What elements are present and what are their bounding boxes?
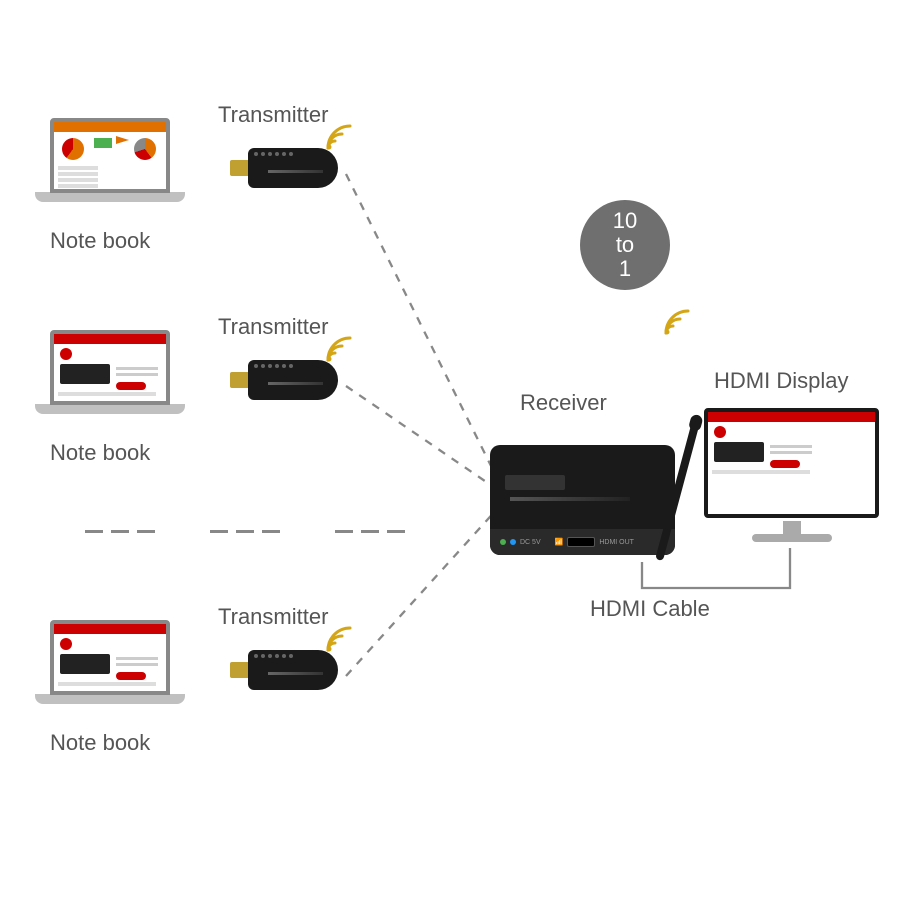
ellipsis-icon	[85, 530, 155, 533]
hdmi-cable-label: HDMI Cable	[590, 596, 710, 622]
transmitter-label: Transmitter	[218, 314, 328, 340]
hdmi-display	[704, 408, 879, 518]
power-led-icon	[500, 539, 506, 545]
ratio-badge: 10 to 1	[580, 200, 670, 290]
notebook-caption: Note book	[50, 228, 150, 254]
transmitter-wifi-icon	[322, 332, 354, 364]
notebook-caption: Note book	[50, 730, 150, 756]
ellipsis-icon	[335, 530, 405, 533]
notebook-caption: Note book	[50, 440, 150, 466]
transmitter-dongle	[248, 148, 338, 188]
notebook-laptop	[35, 118, 185, 213]
hdmi-out-port-icon	[567, 537, 595, 547]
dc-port-label: DC 5V	[520, 539, 541, 546]
ellipsis-icon	[210, 530, 280, 533]
badge-line3: 1	[580, 257, 670, 281]
transmitter-dongle	[248, 650, 338, 690]
transmitter-wifi-icon	[322, 120, 354, 152]
transmitter-label: Transmitter	[218, 102, 328, 128]
hdmi-out-label: HDMI OUT	[599, 539, 634, 546]
diagram-canvas: Note book Transmitter Note book Transmit…	[0, 0, 900, 900]
wireless-link-line	[346, 174, 498, 480]
laptop-screen	[50, 620, 170, 695]
wifi-port-icon: 📶	[555, 538, 564, 546]
wireless-link-line	[346, 386, 498, 490]
badge-line1: 10	[580, 209, 670, 233]
receiver-wifi-icon	[660, 305, 692, 337]
receiver-label: Receiver	[520, 390, 607, 416]
laptop-screen	[50, 330, 170, 405]
notebook-laptop	[35, 620, 185, 715]
wireless-link-line	[346, 508, 498, 676]
transmitter-label: Transmitter	[218, 604, 328, 630]
link-led-icon	[510, 539, 516, 545]
receiver-device: DC 5V 📶 HDMI OUT	[490, 445, 675, 555]
laptop-screen	[50, 118, 170, 193]
hdmi-display-label: HDMI Display	[714, 368, 848, 394]
badge-line2: to	[580, 233, 670, 257]
receiver-front-panel: DC 5V 📶 HDMI OUT	[490, 529, 675, 555]
transmitter-dongle	[248, 360, 338, 400]
transmitter-wifi-icon	[322, 622, 354, 654]
notebook-laptop	[35, 330, 185, 425]
